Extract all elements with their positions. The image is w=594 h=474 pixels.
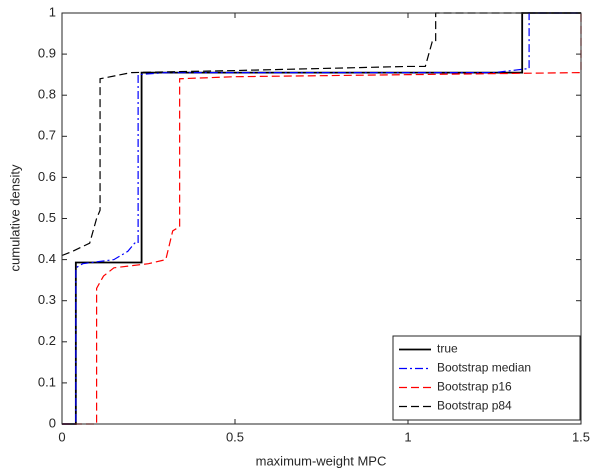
y-tick-label: 0.2	[38, 333, 56, 348]
x-tick-label: 0	[58, 429, 65, 444]
series-line	[62, 13, 582, 425]
series-line	[62, 12, 581, 425]
axes-box	[61, 12, 582, 425]
y-tick-label: 1	[49, 4, 56, 19]
x-tick-label: 0.5	[226, 429, 244, 444]
y-tick-label: 0.9	[38, 46, 56, 61]
y-tick-label: 0.4	[38, 251, 56, 266]
legend-label: Bootstrap p16	[437, 380, 512, 394]
x-tick-label: 1	[404, 429, 411, 444]
y-tick-label: 0.7	[38, 128, 56, 143]
y-tick-label: 0.1	[38, 374, 56, 389]
y-tick-label: 0.3	[38, 292, 56, 307]
x-axis-label: maximum-weight MPC	[256, 453, 387, 468]
legend-label: Bootstrap p84	[437, 399, 512, 413]
series-line	[62, 12, 581, 257]
x-tick-label: 1.5	[572, 429, 590, 444]
legend-label: Bootstrap median	[437, 361, 531, 375]
y-tick-label: 0.6	[38, 169, 56, 184]
y-tick-label: 0	[49, 415, 56, 430]
y-tick-label: 0.5	[38, 210, 56, 225]
series-line	[62, 12, 581, 425]
legend-label: true	[437, 342, 458, 356]
y-axis-label: cumulative density	[7, 164, 22, 271]
y-tick-label: 0.8	[38, 87, 56, 102]
legend: true Bootstrap median Bootstrap p16 Bootstr…	[392, 335, 581, 421]
